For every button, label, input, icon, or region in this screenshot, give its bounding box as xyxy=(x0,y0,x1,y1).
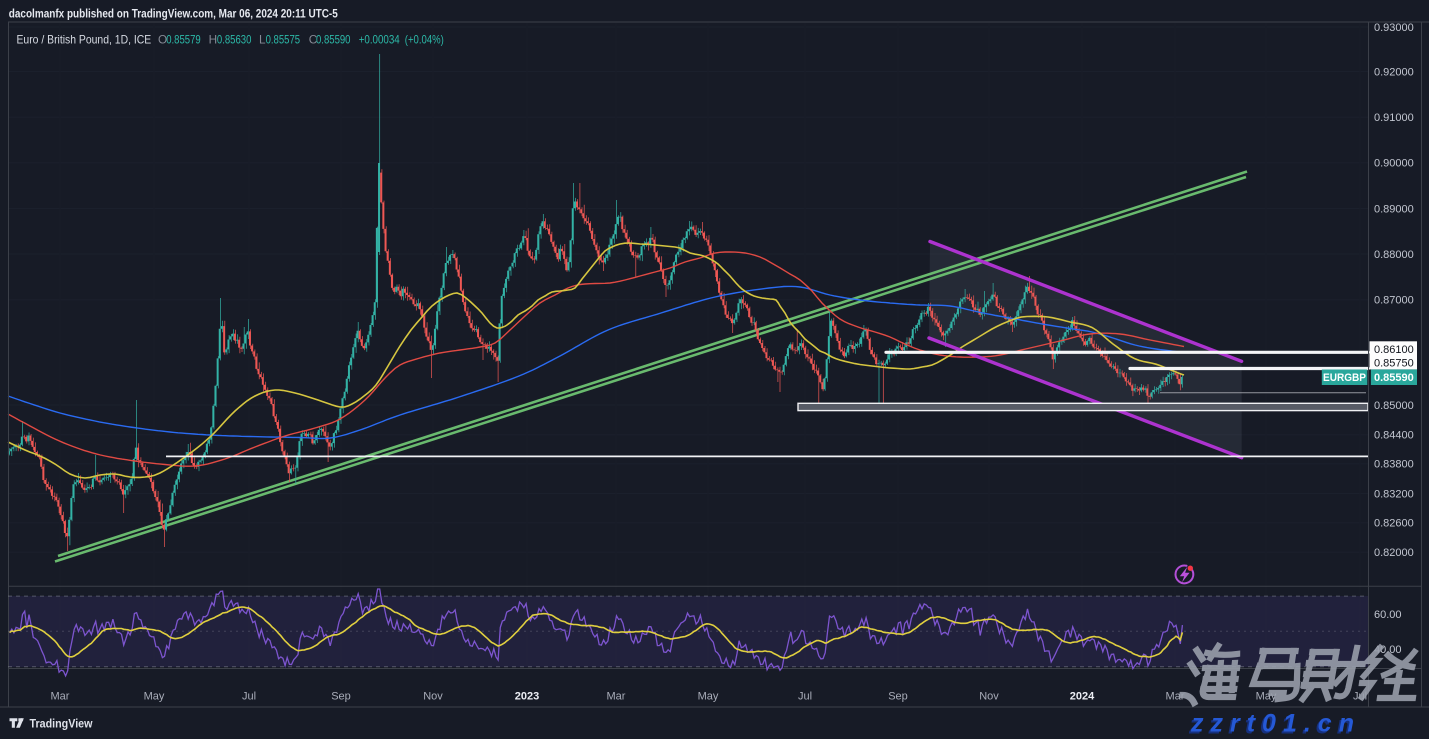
svg-text:0.82000: 0.82000 xyxy=(1374,547,1414,559)
svg-text:0.85750: 0.85750 xyxy=(1374,357,1414,369)
svg-text:0.90000: 0.90000 xyxy=(1374,158,1414,170)
svg-text:0.88000: 0.88000 xyxy=(1374,249,1414,261)
svg-text:H: H xyxy=(209,33,218,47)
svg-text:0.92000: 0.92000 xyxy=(1374,66,1414,78)
svg-text:TradingView: TradingView xyxy=(30,717,94,731)
svg-text:L: L xyxy=(259,33,266,47)
svg-text:Mar: Mar xyxy=(607,691,626,703)
svg-text:zzrt01.cn: zzrt01.cn xyxy=(1188,712,1359,739)
svg-text:0.85575: 0.85575 xyxy=(266,33,301,47)
svg-text:Nov: Nov xyxy=(979,691,999,703)
svg-text:2023: 2023 xyxy=(515,691,539,703)
svg-text:2024: 2024 xyxy=(1070,691,1095,703)
svg-text:0.85579: 0.85579 xyxy=(166,33,201,47)
svg-text:zzrt01.cn: zzrt01.cn xyxy=(1190,710,1361,738)
svg-text:May: May xyxy=(144,691,165,703)
svg-text:C: C xyxy=(309,33,318,47)
svg-text:0.85630: 0.85630 xyxy=(217,33,252,47)
svg-text:Euro / British Pound, 1D, ICE: Euro / British Pound, 1D, ICE xyxy=(17,33,152,47)
svg-text:Sep: Sep xyxy=(331,691,351,703)
svg-text:Mar: Mar xyxy=(51,691,70,703)
svg-text:60.00: 60.00 xyxy=(1374,609,1402,621)
svg-text:0.85590: 0.85590 xyxy=(316,33,351,47)
svg-text:0.87000: 0.87000 xyxy=(1374,295,1414,307)
svg-text:0.85000: 0.85000 xyxy=(1374,400,1414,412)
svg-text:Jul: Jul xyxy=(242,691,256,703)
svg-text:O: O xyxy=(158,33,167,47)
svg-text:0.83800: 0.83800 xyxy=(1374,459,1414,471)
svg-text:0.85590: 0.85590 xyxy=(1374,372,1414,384)
svg-text:dacolmanfx published on Tradin: dacolmanfx published on TradingView.com,… xyxy=(9,7,338,21)
svg-text:May: May xyxy=(698,691,719,703)
svg-text:0.93000: 0.93000 xyxy=(1374,22,1414,34)
svg-text:0.83200: 0.83200 xyxy=(1374,488,1414,500)
svg-text:Nov: Nov xyxy=(423,691,443,703)
svg-text:0.91000: 0.91000 xyxy=(1374,112,1414,124)
svg-text:+0.00034: +0.00034 xyxy=(359,33,400,47)
svg-text:0.84400: 0.84400 xyxy=(1374,430,1414,442)
svg-text:0.86100: 0.86100 xyxy=(1374,344,1414,356)
svg-text:EURGBP: EURGBP xyxy=(1323,372,1366,384)
svg-text:(+0.04%): (+0.04%) xyxy=(405,33,444,47)
svg-text:Jul: Jul xyxy=(798,691,812,703)
svg-text:0.82600: 0.82600 xyxy=(1374,518,1414,530)
svg-text:Sep: Sep xyxy=(888,691,908,703)
svg-text:0.89000: 0.89000 xyxy=(1374,203,1414,215)
